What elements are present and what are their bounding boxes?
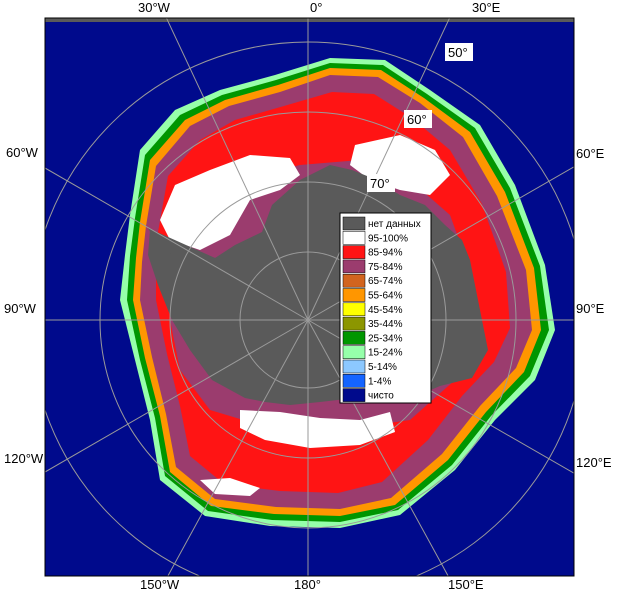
legend-label: 25-34% [368, 333, 403, 344]
legend-label: 45-54% [368, 305, 403, 316]
lon-label-0: 0° [310, 0, 322, 15]
lat-label-50-box [445, 43, 473, 61]
legend-swatch [342, 388, 366, 402]
legend-label: 85-94% [368, 248, 403, 259]
antarctic-peninsula [148, 228, 215, 268]
legend-swatch [342, 288, 366, 302]
legend-swatch [342, 302, 366, 317]
legend-label: 35-44% [368, 319, 403, 330]
lon-label-60w: 60°W [6, 145, 39, 160]
legend-label: 5-14% [368, 362, 397, 373]
legend-items: нет данных 95-100% 85-94% 75-84% 65-74% 55-64… [342, 216, 421, 402]
ice-95-100-patch-ross [240, 410, 395, 448]
legend-swatch [342, 331, 366, 345]
legend-label: 1-4% [368, 376, 391, 387]
meridian-30e [307, 18, 451, 321]
map-frame [44, 17, 575, 577]
legend-label: 65-74% [368, 276, 403, 287]
lon-label-120e: 120°E [576, 455, 612, 470]
top-frame-strip [45, 18, 574, 22]
legend-swatch [342, 216, 366, 231]
lat-label-70-box [367, 174, 395, 192]
lon-label-150w: 150°W [140, 577, 180, 592]
lat-label-50: 50° [448, 45, 468, 60]
legend-swatch [342, 231, 366, 245]
meridian-30w [165, 18, 309, 321]
meridian-150e [307, 319, 449, 576]
legend-swatch [342, 273, 366, 288]
legend-label: нет данных [368, 219, 421, 230]
lon-label-90w: 90°W [4, 301, 37, 316]
lon-label-60e: 60°E [576, 146, 605, 161]
lat-label-60-box [404, 110, 432, 128]
lon-label-150e: 150°E [448, 577, 484, 592]
ice-95-100-patch-weddell [160, 155, 300, 250]
legend-swatch [342, 345, 366, 359]
lon-label-90e: 90°E [576, 301, 605, 316]
legend-swatch [342, 259, 366, 274]
legend-swatch [342, 359, 366, 374]
lon-label-30w: 30°W [138, 0, 171, 15]
legend-label: чисто [368, 391, 394, 402]
lon-label-30e: 30°E [472, 0, 501, 15]
meridian-150w [167, 319, 309, 576]
legend-swatch [342, 245, 366, 259]
meridian-60w [45, 167, 309, 321]
legend-label: 15-24% [368, 348, 403, 359]
legend: нет данных 95-100% 85-94% 75-84% 65-74% 55-64… [339, 212, 432, 404]
legend-label: 95-100% [368, 233, 408, 244]
lat-label-70: 70° [370, 176, 390, 191]
legend-swatch [342, 374, 366, 388]
ice-95-100-patch-bellingshausen [200, 478, 260, 496]
lon-label-180: 180° [294, 577, 321, 592]
legend-swatch [342, 316, 366, 331]
lat-label-60: 60° [407, 112, 427, 127]
legend-label: 55-64% [368, 291, 403, 302]
lon-label-120w: 120°W [4, 451, 44, 466]
legend-label: 75-84% [368, 262, 403, 273]
meridian-120w [45, 319, 309, 473]
